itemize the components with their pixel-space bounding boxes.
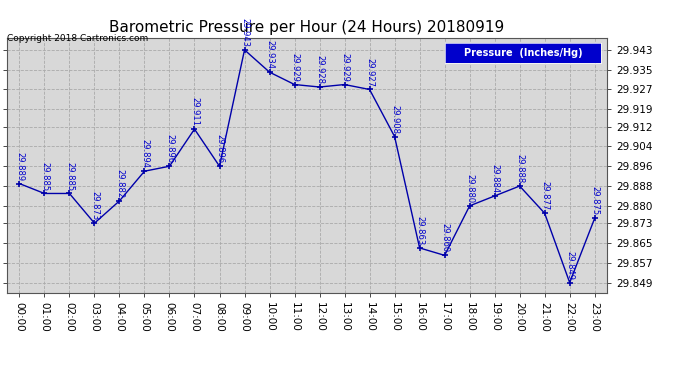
Text: 29.885: 29.885: [40, 162, 49, 191]
Text: 29.888: 29.888: [515, 154, 524, 183]
Text: 29.877: 29.877: [540, 181, 549, 210]
Text: 29.860: 29.860: [440, 224, 449, 253]
Text: 29.929: 29.929: [290, 53, 299, 82]
Text: 29.927: 29.927: [365, 58, 374, 87]
Text: Copyright 2018 Cartronics.com: Copyright 2018 Cartronics.com: [7, 34, 148, 43]
Text: 29.885: 29.885: [65, 162, 74, 191]
Text: 29.875: 29.875: [590, 186, 599, 216]
Text: 29.880: 29.880: [465, 174, 474, 203]
Text: 29.873: 29.873: [90, 191, 99, 220]
Title: Barometric Pressure per Hour (24 Hours) 20180919: Barometric Pressure per Hour (24 Hours) …: [110, 20, 504, 35]
Text: 29.896: 29.896: [165, 134, 174, 164]
Text: 29.894: 29.894: [140, 140, 149, 168]
Text: 29.884: 29.884: [490, 164, 499, 193]
Text: 29.934: 29.934: [265, 40, 274, 69]
Text: 29.849: 29.849: [565, 251, 574, 280]
Text: 29.889: 29.889: [15, 152, 24, 181]
Text: 29.911: 29.911: [190, 98, 199, 126]
Text: 29.929: 29.929: [340, 53, 349, 82]
Text: 29.943: 29.943: [240, 18, 249, 47]
Text: 29.896: 29.896: [215, 134, 224, 164]
Text: 29.928: 29.928: [315, 55, 324, 84]
Text: 29.882: 29.882: [115, 169, 124, 198]
Text: 29.908: 29.908: [390, 105, 399, 134]
Text: 29.863: 29.863: [415, 216, 424, 245]
